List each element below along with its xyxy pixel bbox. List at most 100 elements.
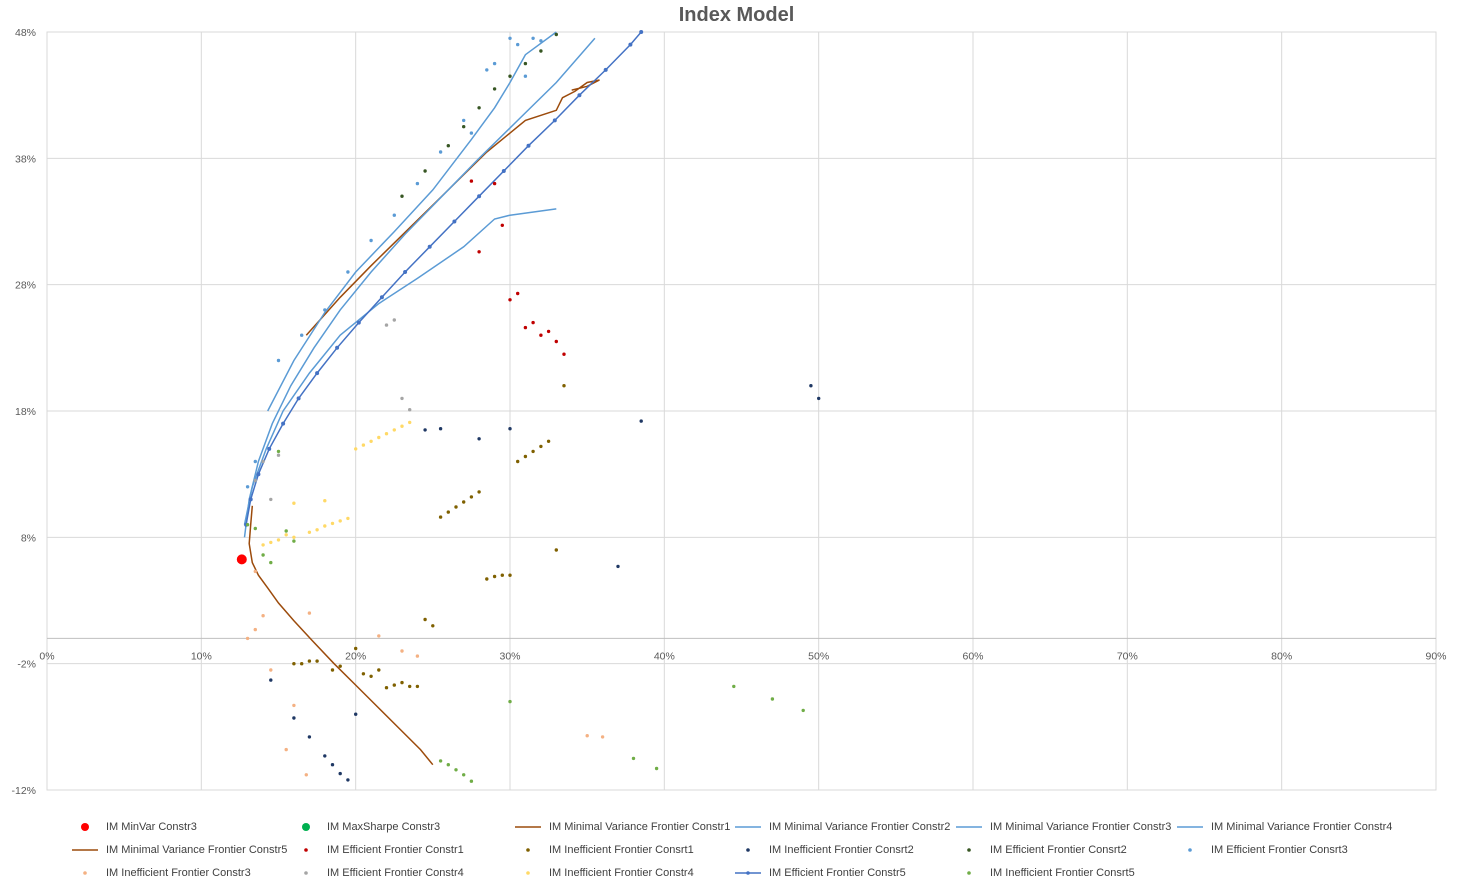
data-point (384, 432, 389, 436)
data-point (323, 754, 327, 758)
series-10 (400, 32, 558, 198)
data-point (276, 358, 281, 363)
legend-label: IM Minimal Variance Frontier Constr5 (106, 844, 288, 856)
data-point (276, 453, 281, 457)
y-axis-ticks: -12% -2% 8% 18% 28% 38% 48% (11, 27, 36, 797)
series-line (243, 208, 557, 525)
series-line (267, 31, 557, 412)
data-point (546, 329, 551, 334)
data-point (292, 539, 296, 543)
data-point (253, 459, 257, 464)
data-point (552, 118, 557, 123)
data-point (400, 424, 404, 428)
data-point (315, 528, 319, 532)
data-point (516, 459, 520, 464)
y-tick-label: -12% (11, 785, 36, 797)
legend-swatch-marker (967, 871, 971, 875)
legend-label: IM Efficient Frontier Constr4 (327, 867, 464, 879)
data-point (261, 459, 265, 464)
series-13 (253, 318, 412, 502)
data-point (408, 420, 412, 425)
data-point (267, 446, 272, 451)
legend-swatch (83, 871, 87, 875)
data-point (438, 427, 443, 431)
y-tick-label: 38% (15, 153, 36, 165)
data-point (354, 447, 358, 451)
data-point (526, 143, 531, 148)
data-point (446, 763, 450, 767)
series-line (248, 505, 434, 766)
y-tick-label: 8% (21, 532, 36, 544)
series-9 (269, 384, 821, 782)
series-5 (243, 208, 557, 525)
data-point (245, 523, 250, 527)
data-point (369, 439, 373, 443)
data-point (423, 169, 427, 173)
data-point (253, 526, 257, 531)
data-point (469, 779, 474, 783)
legend-label: IM MinVar Constr3 (106, 821, 197, 833)
series-16 (245, 449, 805, 783)
legend-swatch (746, 848, 750, 852)
legend-label: IM Minimal Variance Frontier Constr2 (769, 821, 951, 833)
data-point (377, 435, 381, 440)
x-tick-label: 90% (1425, 650, 1446, 662)
legend-item: IM Inefficient Frontier Consrt2 (733, 839, 914, 861)
data-point (338, 771, 342, 776)
legend-swatch-marker (302, 823, 310, 831)
data-point (335, 345, 340, 350)
data-point (539, 333, 543, 337)
data-point (628, 42, 633, 47)
data-point (585, 734, 589, 738)
data-point (423, 617, 427, 622)
data-point (817, 396, 821, 401)
data-point (369, 674, 373, 678)
data-point (523, 61, 528, 66)
data-point (516, 291, 520, 296)
legend-swatch (302, 823, 310, 831)
data-point (269, 668, 273, 672)
data-point (330, 763, 335, 767)
data-point (492, 181, 497, 186)
legend-swatch (72, 849, 98, 851)
data-point (500, 223, 504, 227)
data-point (276, 449, 281, 454)
data-point (438, 759, 443, 763)
data-point (269, 560, 273, 565)
data-point (354, 646, 358, 651)
legend-item: IM MinVar Constr3 (70, 816, 197, 838)
data-point (485, 577, 489, 581)
data-point (245, 636, 250, 641)
x-tick-label: 20% (345, 650, 366, 662)
data-point (354, 712, 358, 716)
legend-item: IM Inefficient Frontier Consrt5 (954, 862, 1135, 884)
data-point (292, 662, 296, 666)
series-11 (245, 36, 543, 489)
legend-label: IM Minimal Variance Frontier Constr4 (1211, 821, 1393, 833)
legend-item: IM Minimal Variance Frontier Constr5 (70, 839, 287, 861)
data-point (377, 634, 381, 638)
data-point (492, 574, 497, 579)
data-point (423, 428, 427, 432)
legend-swatch (967, 871, 971, 875)
data-point (477, 490, 481, 494)
legend-swatch (304, 871, 308, 875)
data-point (554, 339, 558, 344)
series-0 (236, 554, 247, 565)
data-point (408, 684, 412, 689)
data-point (539, 444, 543, 449)
legend-swatch-marker (304, 871, 308, 875)
legend-swatch (1188, 848, 1192, 852)
data-point (377, 668, 381, 672)
data-point (253, 569, 257, 574)
legend-swatch (967, 848, 971, 852)
data-point (323, 499, 327, 503)
series-7 (469, 179, 566, 356)
data-point (462, 118, 466, 123)
data-point (400, 194, 404, 198)
data-point (809, 384, 813, 388)
data-point (577, 93, 582, 98)
data-point (379, 295, 384, 300)
data-point (304, 773, 308, 777)
data-point (236, 554, 247, 565)
